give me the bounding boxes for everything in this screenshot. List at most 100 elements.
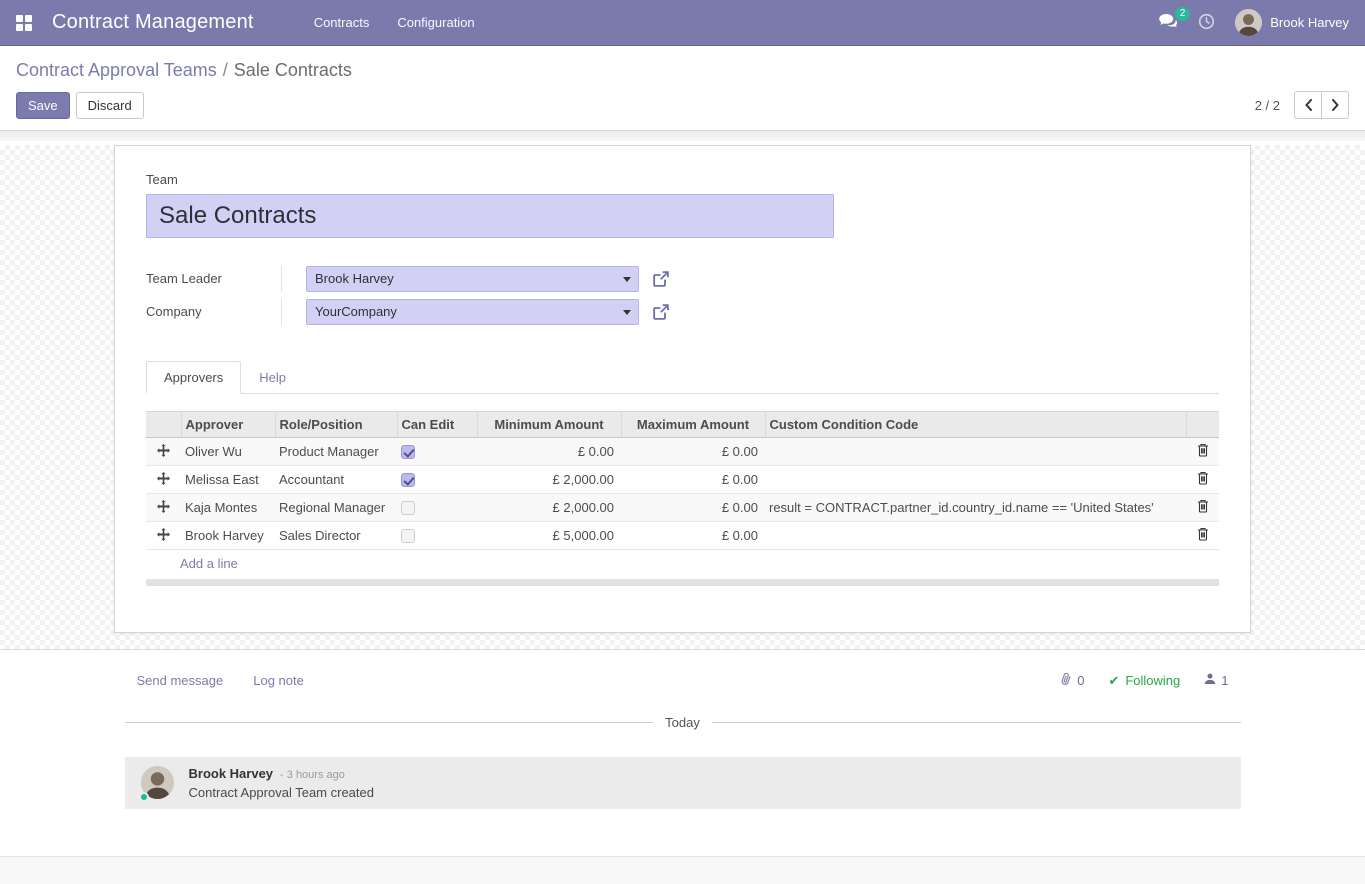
- tab-help[interactable]: Help: [241, 361, 304, 394]
- company-select[interactable]: YourCompany: [306, 299, 639, 325]
- team-leader-value: Brook Harvey: [315, 271, 394, 286]
- main-menu: Contracts Configuration: [314, 15, 475, 30]
- company-external-link-icon[interactable]: [653, 304, 669, 320]
- attachment-count: 0: [1077, 673, 1084, 688]
- team-leader-label: Team Leader: [146, 266, 282, 292]
- breadcrumb-parent-link[interactable]: Contract Approval Teams: [16, 60, 217, 80]
- table-header-row: Approver Role/Position Can Edit Minimum …: [146, 412, 1219, 438]
- maximum-amount-cell[interactable]: £ 0.00: [621, 494, 765, 522]
- tab-approvers[interactable]: Approvers: [146, 361, 241, 394]
- message-author[interactable]: Brook Harvey: [189, 766, 274, 781]
- drag-handle-icon[interactable]: [157, 444, 170, 457]
- delete-row-icon[interactable]: [1197, 527, 1209, 541]
- maximum-amount-column-header[interactable]: Maximum Amount: [621, 412, 765, 438]
- approver-column-header[interactable]: Approver: [181, 412, 275, 438]
- user-name: Brook Harvey: [1270, 15, 1349, 30]
- role-cell[interactable]: Accountant: [275, 466, 397, 494]
- maximum-amount-cell[interactable]: £ 0.00: [621, 466, 765, 494]
- apps-menu-icon[interactable]: [16, 15, 32, 31]
- table-row: Melissa East Accountant £ 2,000.00 £ 0.0…: [146, 466, 1219, 494]
- top-navbar: Contract Management Contracts Configurat…: [0, 0, 1365, 46]
- approver-cell[interactable]: Oliver Wu: [181, 438, 275, 466]
- paperclip-icon: [1060, 672, 1072, 689]
- can-edit-checkbox[interactable]: [401, 445, 415, 459]
- follower-icon: [1204, 673, 1216, 688]
- maximum-amount-cell[interactable]: £ 0.00: [621, 522, 765, 550]
- role-cell[interactable]: Sales Director: [275, 522, 397, 550]
- condition-code-cell[interactable]: result = CONTRACT.partner_id.country_id.…: [765, 494, 1186, 522]
- can-edit-checkbox[interactable]: [401, 473, 415, 487]
- team-leader-external-link-icon[interactable]: [653, 271, 669, 287]
- approver-cell[interactable]: Kaja Montes: [181, 494, 275, 522]
- delete-row-icon[interactable]: [1197, 499, 1209, 513]
- drag-handle-icon[interactable]: [157, 472, 170, 485]
- log-note-link[interactable]: Log note: [253, 673, 304, 688]
- can-edit-column-header[interactable]: Can Edit: [397, 412, 477, 438]
- dropdown-caret-icon: [623, 310, 631, 315]
- table-row: Brook Harvey Sales Director £ 5,000.00 £…: [146, 522, 1219, 550]
- messages-count-badge: 2: [1175, 7, 1191, 21]
- condition-code-cell[interactable]: [765, 438, 1186, 466]
- delete-row-icon[interactable]: [1197, 443, 1209, 457]
- messages-button[interactable]: 2: [1159, 14, 1178, 32]
- save-button[interactable]: Save: [16, 92, 70, 119]
- date-separator: Today: [125, 715, 1241, 730]
- chevron-left-icon: [1304, 99, 1313, 111]
- following-label: Following: [1125, 673, 1180, 688]
- menu-configuration[interactable]: Configuration: [397, 15, 474, 30]
- table-row: Oliver Wu Product Manager £ 0.00 £ 0.00: [146, 438, 1219, 466]
- following-button[interactable]: ✔ Following: [1108, 673, 1180, 689]
- user-avatar: [1235, 9, 1262, 36]
- approver-table-body: Oliver Wu Product Manager £ 0.00 £ 0.00 …: [146, 438, 1219, 550]
- breadcrumb-current: Sale Contracts: [234, 60, 352, 80]
- minimum-amount-cell[interactable]: £ 5,000.00: [477, 522, 621, 550]
- team-field-label: Team: [146, 172, 1219, 187]
- activities-button[interactable]: [1198, 13, 1215, 33]
- dropdown-caret-icon: [623, 277, 631, 282]
- add-line-row: Add a line: [146, 550, 1219, 578]
- team-name-input[interactable]: [146, 194, 834, 238]
- pager-next-button[interactable]: [1321, 91, 1349, 119]
- delete-row-icon[interactable]: [1197, 471, 1209, 485]
- discard-button[interactable]: Discard: [76, 92, 144, 119]
- app-title[interactable]: Contract Management: [52, 11, 254, 34]
- message-timestamp: - 3 hours ago: [280, 769, 345, 781]
- delete-column-header: [1186, 412, 1219, 438]
- form-background: Team Team Leader Brook Harvey Company Yo…: [0, 145, 1365, 649]
- follower-count: 1: [1221, 673, 1228, 688]
- drag-handle-icon[interactable]: [157, 528, 170, 541]
- user-menu[interactable]: Brook Harvey: [1235, 9, 1349, 36]
- condition-code-cell[interactable]: [765, 466, 1186, 494]
- followers-button[interactable]: 1: [1204, 673, 1228, 688]
- approver-cell[interactable]: Melissa East: [181, 466, 275, 494]
- pager-previous-button[interactable]: [1294, 91, 1322, 119]
- form-group: Team Leader Brook Harvey Company YourCom…: [146, 266, 1219, 325]
- online-status-dot: [139, 792, 149, 802]
- minimum-amount-cell[interactable]: £ 2,000.00: [477, 494, 621, 522]
- page-footer: [0, 856, 1365, 884]
- record-pager: 2 / 2: [1255, 91, 1349, 119]
- can-edit-checkbox[interactable]: [401, 529, 415, 543]
- table-horizontal-scrollbar[interactable]: [146, 579, 1219, 586]
- maximum-amount-cell[interactable]: £ 0.00: [621, 438, 765, 466]
- menu-contracts[interactable]: Contracts: [314, 15, 370, 30]
- attachments-button[interactable]: 0: [1060, 672, 1084, 689]
- send-message-link[interactable]: Send message: [137, 673, 224, 688]
- condition-code-column-header[interactable]: Custom Condition Code: [765, 412, 1186, 438]
- role-cell[interactable]: Regional Manager: [275, 494, 397, 522]
- team-leader-select[interactable]: Brook Harvey: [306, 266, 639, 292]
- minimum-amount-cell[interactable]: £ 2,000.00: [477, 466, 621, 494]
- chatter-message: Brook Harvey - 3 hours ago Contract Appr…: [125, 757, 1241, 809]
- minimum-amount-column-header[interactable]: Minimum Amount: [477, 412, 621, 438]
- approver-cell[interactable]: Brook Harvey: [181, 522, 275, 550]
- table-row: Kaja Montes Regional Manager £ 2,000.00 …: [146, 494, 1219, 522]
- can-edit-checkbox[interactable]: [401, 501, 415, 515]
- role-column-header[interactable]: Role/Position: [275, 412, 397, 438]
- role-cell[interactable]: Product Manager: [275, 438, 397, 466]
- add-a-line-link[interactable]: Add a line: [180, 556, 238, 571]
- notebook: Approvers Help Approver Role/Position Ca…: [146, 361, 1219, 586]
- condition-code-cell[interactable]: [765, 522, 1186, 550]
- drag-handle-icon[interactable]: [157, 500, 170, 513]
- minimum-amount-cell[interactable]: £ 0.00: [477, 438, 621, 466]
- clock-icon: [1198, 13, 1215, 33]
